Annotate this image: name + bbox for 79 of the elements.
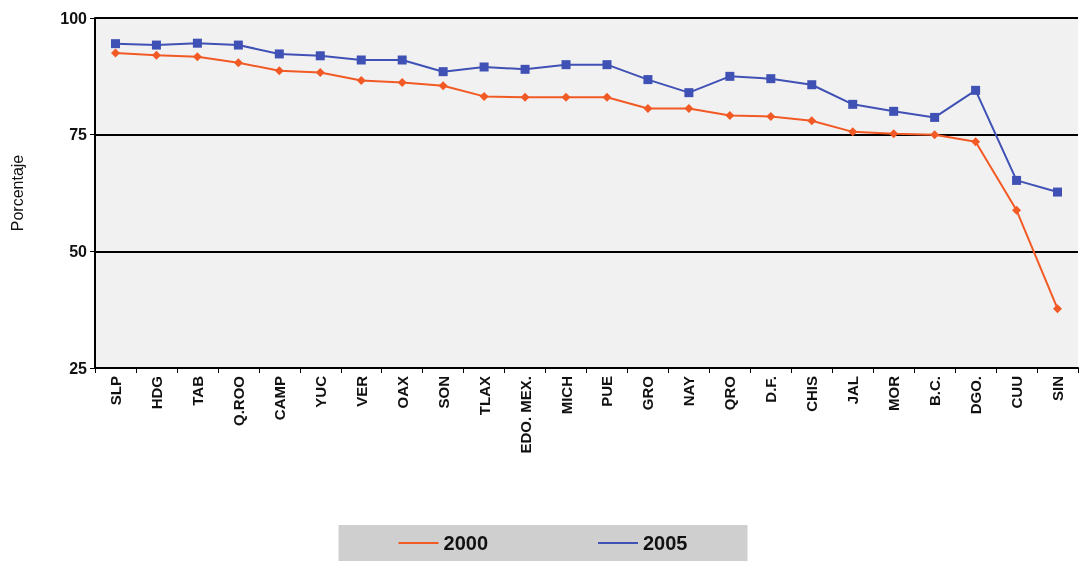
point (233, 58, 243, 68)
x-tick-label: Q.ROO (229, 375, 247, 427)
point (1053, 187, 1063, 197)
x-tick-label: MICH (557, 376, 575, 415)
x-tick-label: SLP (106, 376, 124, 406)
x-tick-label: MOR (885, 375, 903, 411)
point (274, 66, 284, 76)
point (520, 92, 530, 102)
point (479, 91, 489, 101)
point (766, 74, 776, 84)
legend-label: 2000 (443, 532, 489, 554)
point (889, 106, 899, 116)
x-tick-label: VER (352, 375, 370, 407)
point (725, 111, 735, 121)
point (110, 48, 120, 58)
point (397, 55, 407, 65)
x-tick-label: D.F. (762, 376, 780, 403)
point (438, 67, 448, 77)
point (602, 60, 612, 70)
point (479, 62, 489, 72)
x-tick-label: SIN (1049, 376, 1067, 402)
y-tick-label: 100 (60, 9, 88, 27)
point (315, 51, 325, 61)
x-tick-label: CHIS (803, 376, 821, 412)
y-tick-label: 25 (69, 359, 88, 377)
x-tick-label: PUE (598, 376, 616, 407)
x-tick-label: HDG (147, 376, 165, 410)
y-tick-label: 50 (69, 242, 88, 260)
point (971, 85, 981, 95)
x-tick-label: DGO. (967, 376, 985, 415)
point (848, 99, 858, 109)
x-tick-label: TLAX (475, 376, 493, 416)
point (110, 39, 120, 49)
point (192, 52, 202, 62)
point (356, 76, 366, 86)
y-tick-label: 75 (69, 126, 88, 144)
point (151, 50, 161, 60)
point (930, 130, 940, 140)
point (684, 88, 694, 98)
point (643, 104, 653, 114)
x-tick-label: OAX (393, 376, 411, 409)
x-tick-label: B.C. (926, 376, 944, 406)
x-tick-label: QRO (721, 375, 739, 411)
point (889, 129, 899, 139)
point (151, 40, 161, 50)
y-axis-title: Porcentaje (8, 154, 26, 232)
x-tick-label: YUC (311, 375, 329, 408)
point (1012, 175, 1022, 185)
point (807, 116, 817, 126)
x-tick-label: CAMP (270, 376, 288, 421)
x-tick-label: TAB (188, 375, 206, 406)
point (807, 80, 817, 90)
point (971, 137, 981, 147)
point (1012, 205, 1022, 215)
point (274, 49, 284, 59)
point (438, 81, 448, 91)
point (1053, 304, 1063, 314)
x-tick-label: JAL (844, 376, 862, 405)
point (315, 68, 325, 78)
point (643, 75, 653, 85)
point (356, 55, 366, 65)
point (766, 111, 776, 121)
x-tick-label: CUU (1008, 376, 1026, 409)
point (561, 92, 571, 102)
point (561, 60, 571, 70)
legend-label: 2005 (643, 532, 688, 554)
x-tick-label: NAY (680, 376, 698, 407)
point (192, 38, 202, 48)
point (397, 77, 407, 87)
x-tick-label: GRO (639, 375, 657, 411)
point (233, 40, 243, 50)
point (520, 64, 530, 74)
point (848, 127, 858, 137)
point (725, 71, 735, 81)
point (930, 112, 940, 122)
point (684, 104, 694, 114)
x-tick-label: EDO. MEX. (516, 376, 534, 454)
x-tick-label: SON (434, 376, 452, 409)
point (602, 92, 612, 102)
